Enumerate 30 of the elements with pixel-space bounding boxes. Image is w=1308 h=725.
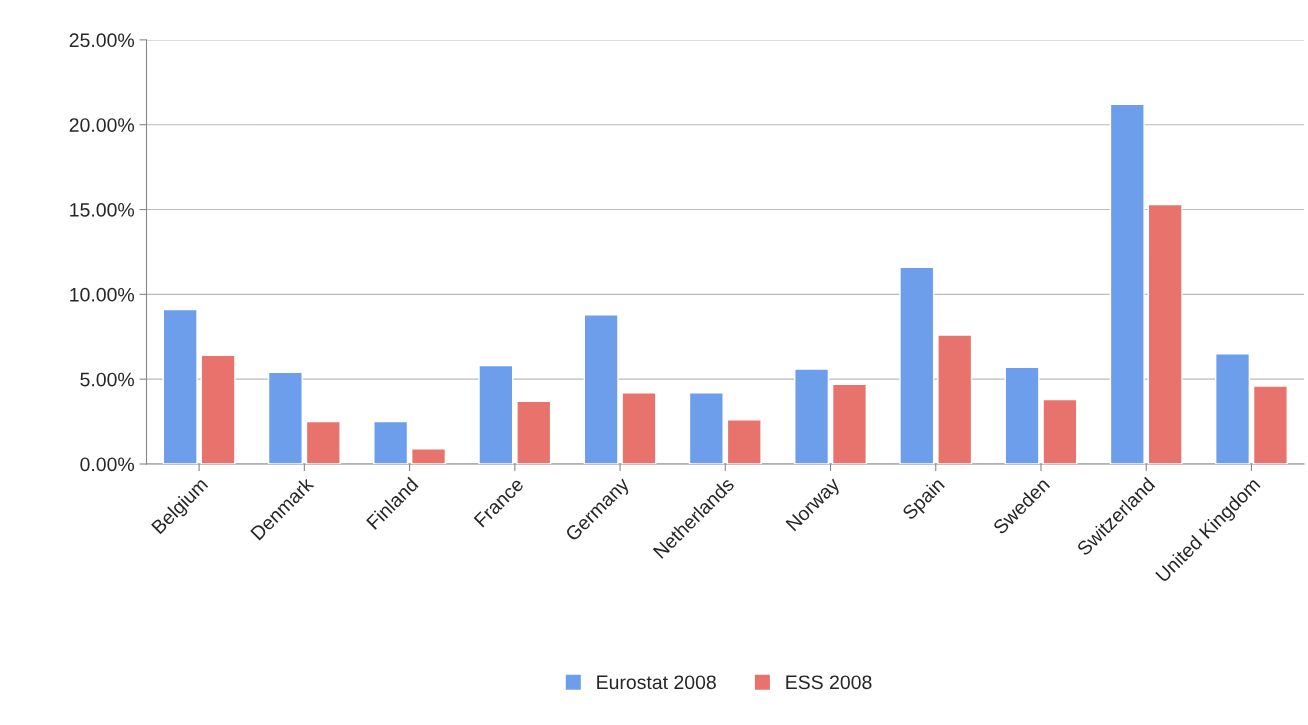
bar	[937, 334, 973, 464]
bar	[305, 420, 341, 464]
bar	[621, 392, 657, 464]
bar	[794, 368, 830, 464]
bar	[1252, 385, 1288, 464]
bar	[1004, 366, 1040, 464]
bar	[410, 448, 447, 464]
bar	[478, 364, 514, 464]
bar	[267, 371, 303, 464]
bar	[162, 308, 198, 464]
y-tick-label: 20.00%	[69, 118, 134, 132]
legend-label: Eurostat 2008	[597, 675, 716, 690]
y-tick-label: 10.00%	[70, 287, 134, 302]
bar	[373, 420, 409, 464]
bar	[1147, 203, 1183, 464]
bar	[831, 383, 867, 464]
y-tick-label: 5.00%	[80, 372, 134, 387]
y-tick-label: 25.00%	[69, 33, 134, 48]
y-tick-label: 0.00%	[80, 457, 134, 472]
bar	[1214, 353, 1251, 464]
bar	[726, 419, 762, 464]
bar	[1042, 398, 1078, 464]
legend-label: ESS 2008	[786, 675, 872, 690]
bar	[1109, 103, 1145, 464]
bar	[688, 392, 724, 464]
bar	[200, 354, 236, 464]
y-tick-label: 15.00%	[70, 202, 134, 217]
bar	[899, 266, 935, 464]
bar	[583, 314, 619, 464]
bar	[516, 400, 552, 464]
